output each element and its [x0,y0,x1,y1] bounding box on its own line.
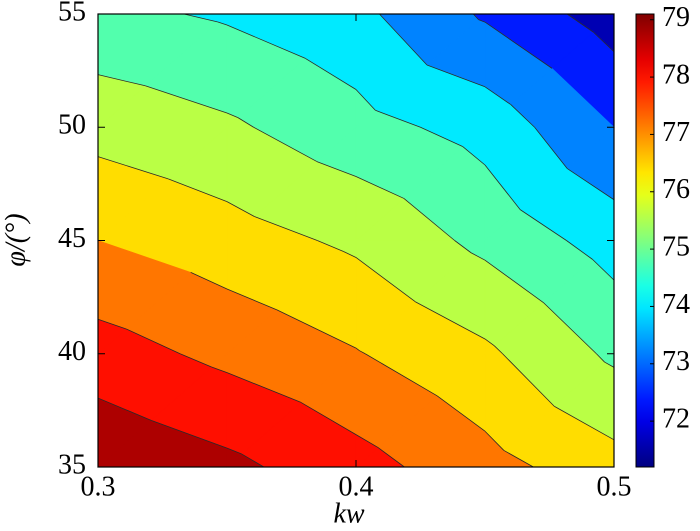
contour-line [566,240,593,260]
y-axis-label: φ/(°) [0,213,31,266]
colorbar-tick-label: 75 [662,232,690,263]
contour-line [97,156,169,180]
contour-line [503,450,534,468]
contour-line [355,257,416,303]
contour-line [519,209,567,241]
contour-line [145,85,228,114]
x-tick-label: 0.4 [339,471,374,502]
x-tick-label: 0.5 [597,471,632,502]
contour-line [592,259,615,281]
contour-line [593,31,615,53]
colorbar-tick-label: 72 [662,404,690,435]
contour-line [484,259,544,303]
contour-line [355,89,376,111]
contour-line [493,345,503,355]
contour-line [478,19,486,23]
y-tick-label: 55 [58,0,86,27]
contour-line [484,338,495,346]
contour-line [276,309,357,349]
contour-line [237,117,254,128]
y-tick-label: 50 [58,110,86,141]
y-tick-label: 35 [58,449,86,480]
contour-line [226,447,242,455]
contour-line [317,240,344,252]
contour-line [566,13,594,33]
contour-line [415,301,486,340]
contour-line [470,252,486,261]
x-tick-label: 0.3 [81,471,116,502]
contour-line [343,251,357,258]
contour-line [253,126,318,162]
contour-line [316,161,357,177]
colorbar-tick-label: 79 [662,2,690,33]
contour-line [484,21,553,69]
contour-line [226,24,306,59]
contour-line [168,178,228,203]
contour-line [554,405,615,441]
contour-line [420,126,464,148]
colorbar [635,13,655,468]
contour-line [97,74,146,87]
contour-line [179,353,212,368]
contour-line [426,64,486,88]
colorbar-tick-label: 73 [662,346,690,377]
contour-line [190,271,228,290]
contour-line [484,430,505,451]
contour-line [375,109,421,128]
y-tick-label: 40 [58,336,86,367]
contour-line [226,201,255,217]
contour-line [534,127,568,169]
contour-line [454,240,472,254]
contour-line [226,288,278,311]
contour-line [300,401,357,435]
contour-line [566,168,615,201]
contour-line [183,13,219,23]
contour-line [355,176,405,199]
colorbar-tick-label: 76 [662,174,690,205]
contour-line [126,328,181,355]
contour-line [226,372,301,403]
contour-line [502,353,555,407]
contour-line [355,434,379,448]
colorbar-tick-label: 77 [662,117,690,148]
contour-line [377,447,405,468]
contour-line [472,13,479,20]
contour-line [97,318,127,330]
contour-line [150,419,228,449]
contour-line [436,395,486,432]
contour-line [379,13,428,66]
colorbar-tick-label: 78 [662,59,690,90]
x-axis-label: kw [333,498,364,529]
contour-line [596,353,605,363]
contour-line [211,366,228,374]
contour-line [217,21,228,26]
contour-line [604,361,615,368]
contour-line [254,216,318,241]
contour-line [355,347,360,352]
contour-line [305,58,357,90]
contour-line [359,350,366,355]
contour-line [365,353,438,397]
colorbar-tick-label: 74 [662,289,690,320]
contour-line [543,302,597,355]
contour-line [97,397,152,421]
contour-line [462,146,486,166]
y-tick-label: 45 [58,223,86,254]
contour-line [241,453,265,468]
contour-line [403,198,455,241]
contour-line [484,86,512,105]
contour-line [226,112,239,118]
contour-line [510,104,535,128]
contour-line [484,164,521,210]
